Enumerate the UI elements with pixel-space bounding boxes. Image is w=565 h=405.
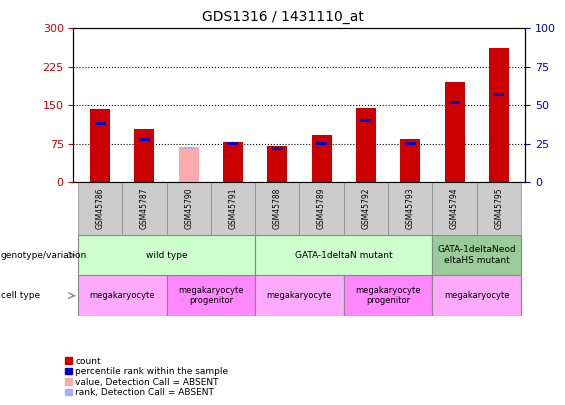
Text: wild type: wild type xyxy=(146,251,188,260)
Text: GATA-1deltaNeod
eltaHS mutant: GATA-1deltaNeod eltaHS mutant xyxy=(437,245,516,265)
Bar xyxy=(272,147,282,150)
Text: GATA-1deltaN mutant: GATA-1deltaN mutant xyxy=(295,251,393,260)
Text: GSM45790: GSM45790 xyxy=(184,188,193,229)
Bar xyxy=(493,93,505,96)
Bar xyxy=(299,182,344,235)
Bar xyxy=(432,182,477,235)
Bar xyxy=(78,275,167,316)
Bar xyxy=(167,182,211,235)
Text: GSM45793: GSM45793 xyxy=(406,188,415,229)
Text: GSM45786: GSM45786 xyxy=(95,188,105,229)
Bar xyxy=(255,275,344,316)
Bar xyxy=(78,182,122,235)
Bar xyxy=(179,147,199,182)
Text: GSM45794: GSM45794 xyxy=(450,188,459,229)
Bar xyxy=(211,182,255,235)
Bar xyxy=(90,109,110,182)
Bar xyxy=(167,275,255,316)
Bar xyxy=(228,142,238,145)
Text: GSM45789: GSM45789 xyxy=(317,188,326,229)
Text: megakaryocyte: megakaryocyte xyxy=(89,291,155,300)
Bar xyxy=(122,182,167,235)
Text: megakaryocyte: megakaryocyte xyxy=(444,291,510,300)
Bar xyxy=(489,48,509,182)
Text: megakaryocyte
progenitor: megakaryocyte progenitor xyxy=(178,286,244,305)
Bar xyxy=(344,182,388,235)
Bar xyxy=(255,235,432,275)
Bar xyxy=(400,139,420,182)
Text: GDS1316 / 1431110_at: GDS1316 / 1431110_at xyxy=(202,10,363,24)
Bar xyxy=(344,275,432,316)
Bar xyxy=(405,142,416,145)
Text: GSM45787: GSM45787 xyxy=(140,188,149,229)
Bar xyxy=(78,235,255,275)
Text: cell type: cell type xyxy=(1,291,40,300)
Bar xyxy=(134,130,154,182)
Text: megakaryocyte: megakaryocyte xyxy=(267,291,332,300)
Text: genotype/variation: genotype/variation xyxy=(1,251,87,260)
Bar xyxy=(477,182,521,235)
Bar xyxy=(312,134,332,182)
Bar xyxy=(356,108,376,182)
Bar xyxy=(139,138,150,141)
Text: megakaryocyte
progenitor: megakaryocyte progenitor xyxy=(355,286,421,305)
Legend: count, percentile rank within the sample, value, Detection Call = ABSENT, rank, : count, percentile rank within the sample… xyxy=(61,353,232,401)
Text: GSM45788: GSM45788 xyxy=(273,188,282,229)
Bar xyxy=(432,235,521,275)
Text: GSM45792: GSM45792 xyxy=(362,188,371,229)
Bar xyxy=(223,142,243,182)
Bar xyxy=(255,182,299,235)
Bar xyxy=(449,101,460,104)
Text: GSM45791: GSM45791 xyxy=(228,188,237,229)
Bar xyxy=(360,119,371,122)
Bar xyxy=(267,146,287,182)
Bar xyxy=(445,82,464,182)
Bar xyxy=(388,182,432,235)
Text: GSM45795: GSM45795 xyxy=(494,188,503,229)
Bar xyxy=(184,147,194,149)
Bar xyxy=(316,142,327,145)
Bar xyxy=(432,275,521,316)
Bar xyxy=(94,122,106,125)
